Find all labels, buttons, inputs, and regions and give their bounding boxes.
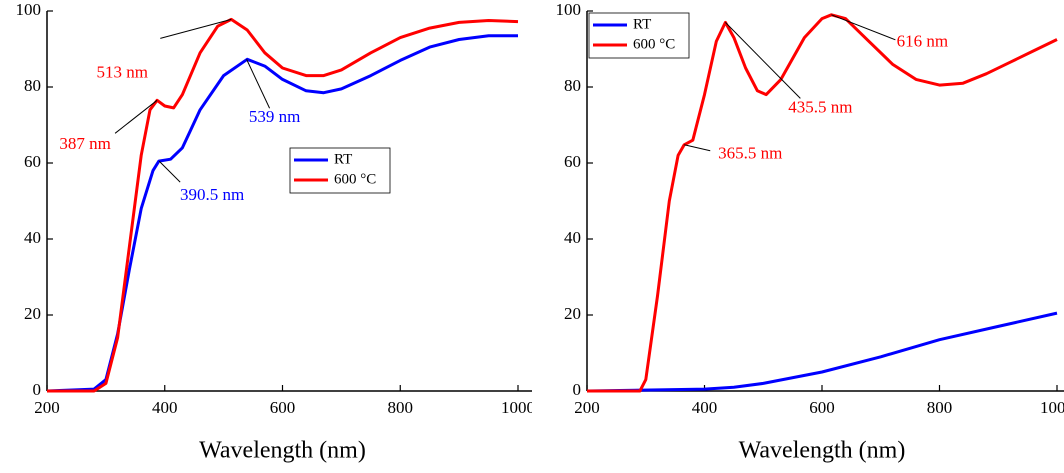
x-tick-label: 600 <box>809 398 835 417</box>
y-tick-label: 60 <box>24 152 41 171</box>
x-tick-label: 200 <box>34 398 60 417</box>
line-series <box>587 13 1058 393</box>
x-tick-label: 600 <box>270 398 296 417</box>
annotation-label: 513 nm <box>97 62 148 81</box>
legend-box <box>588 12 690 59</box>
chart: 0 20 40 60 80 100 200 400 600 800 1000 Wavelength (… <box>556 0 1064 464</box>
annotation-label: 539 nm <box>249 107 300 126</box>
annotation-label: 390.5 nm <box>180 185 244 204</box>
y-tick-label: 100 <box>16 0 42 19</box>
annotation-leader <box>246 59 271 109</box>
y-tick-label: 40 <box>24 228 41 247</box>
x-tick-label: 400 <box>692 398 718 417</box>
y-tick-label: 0 <box>573 380 582 399</box>
legend-label: RT <box>334 151 352 167</box>
legend-label: 600 °C <box>334 171 376 187</box>
legend-label: RT <box>633 16 651 32</box>
legend: RT 600 °C <box>289 147 391 194</box>
y-tick-label: 80 <box>564 76 581 95</box>
annotation-label: 365.5 nm <box>718 144 782 163</box>
x-axis-label: Wavelength (nm) <box>199 438 366 464</box>
annotation-leader <box>114 99 158 134</box>
y-tick-label: 60 <box>564 152 581 171</box>
line-series <box>47 17 519 393</box>
annotation-label: 616 nm <box>897 32 948 51</box>
x-tick-label: 800 <box>388 398 414 417</box>
y-tick-label: 0 <box>33 380 42 399</box>
x-tick-label: 1000 <box>501 398 532 417</box>
legend-box <box>289 147 391 194</box>
annotation-leader <box>725 22 801 99</box>
x-tick-label: 800 <box>927 398 953 417</box>
y-tick-label: 100 <box>556 0 582 19</box>
annotation-leader <box>831 14 896 41</box>
y-tick-label: 20 <box>24 304 41 323</box>
x-tick-label: 200 <box>574 398 600 417</box>
x-tick-label: 400 <box>152 398 178 417</box>
annotation-label: 387 nm <box>59 134 110 153</box>
y-tick-label: 80 <box>24 76 41 95</box>
y-tick-label: 40 <box>564 228 581 247</box>
annotation-leader <box>684 144 711 152</box>
y-tick-label: 20 <box>564 304 581 323</box>
legend: RT 600 °C <box>588 12 690 59</box>
x-axis-label: Wavelength (nm) <box>739 438 906 464</box>
annotation-leader <box>160 18 232 39</box>
chart: 0 20 40 60 80 100 200 400 600 800 1000 Wavelength (… <box>16 0 532 464</box>
x-tick-label: 1000 <box>1040 398 1064 417</box>
legend-label: 600 °C <box>633 36 675 52</box>
line-series <box>46 34 518 393</box>
line-series <box>586 311 1058 393</box>
annotation-label: 435.5 nm <box>788 97 852 116</box>
annotation-leader <box>158 160 181 183</box>
